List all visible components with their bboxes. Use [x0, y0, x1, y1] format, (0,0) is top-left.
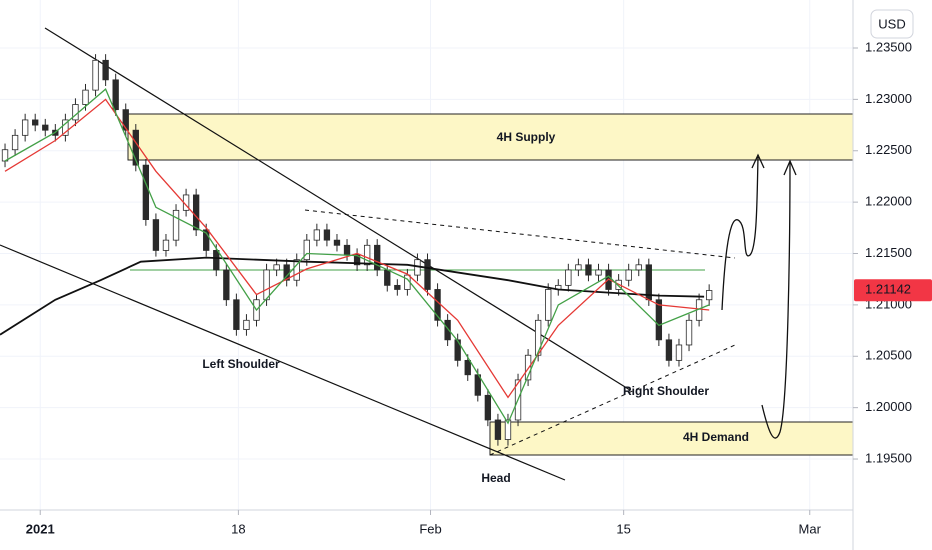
candle-body [42, 124, 49, 131]
candle-body [444, 319, 451, 341]
candle-body [303, 239, 310, 261]
currency-label[interactable]: USD [878, 16, 905, 31]
candle-body [585, 264, 592, 276]
candle-body [333, 239, 341, 246]
dashed-line [304, 209, 736, 259]
candle-body [172, 209, 180, 241]
candle-body [685, 319, 693, 346]
candle-body [142, 164, 150, 220]
trendline [0, 244, 566, 481]
candle-body [424, 259, 431, 290]
candle-body [11, 134, 19, 151]
candle-body [384, 269, 391, 286]
candle-body [534, 319, 542, 356]
candle-body [82, 89, 89, 105]
candle-body [112, 79, 119, 111]
candle-body [203, 229, 210, 251]
candle-body [504, 419, 512, 440]
candle-body [655, 299, 663, 341]
candle-body [484, 394, 492, 421]
candle-body [635, 264, 642, 271]
candle-body [705, 290, 713, 301]
candle-body [72, 104, 79, 121]
candle-body [162, 239, 170, 251]
plot [0, 54, 713, 446]
candle-body [394, 284, 401, 290]
supply-zone [127, 113, 854, 161]
candle-body [575, 264, 582, 271]
moving-average [0, 256, 705, 336]
y-tick-label: 1.23000 [865, 91, 912, 106]
x-tick-label: Feb [419, 521, 441, 536]
y-tick-label: 1.23500 [865, 39, 912, 54]
x-tick-label: 18 [231, 521, 245, 536]
candle-body [102, 59, 109, 81]
moving-average [4, 88, 710, 425]
zone-label: 4H Demand [683, 430, 749, 444]
candle-body [213, 250, 220, 271]
candle-body [273, 264, 280, 271]
candle-body [595, 269, 602, 276]
candle-body [233, 299, 240, 330]
trendline [44, 27, 631, 391]
candle-body [92, 59, 99, 91]
candle-body [263, 269, 270, 301]
candle-body [675, 344, 683, 361]
y-tick-label: 1.22500 [865, 142, 912, 157]
arrow-head [783, 159, 797, 176]
y-tick-label: 1.19500 [865, 450, 912, 465]
y-tick-label: 1.20500 [865, 348, 912, 363]
pattern-label: Head [481, 471, 510, 485]
moving-average [4, 98, 710, 399]
x-tick-label: Mar [799, 521, 822, 536]
y-tick-label: 1.22000 [865, 194, 912, 209]
candle-body [192, 194, 200, 231]
candle-body [454, 339, 461, 361]
pattern-label: Left Shoulder [202, 357, 280, 371]
candle-body [353, 254, 361, 266]
last-price-label: 1.21142 [865, 282, 911, 297]
y-tick-label: 1.21500 [865, 245, 912, 260]
candle-body [293, 259, 300, 281]
candle-body [565, 269, 572, 286]
zone-label: 4H Supply [497, 130, 556, 144]
candle-body [343, 244, 351, 255]
pattern-label: Right Shoulder [623, 384, 709, 398]
projection-arrow [761, 161, 791, 439]
currency-button[interactable] [870, 9, 914, 39]
candle-body [243, 319, 250, 330]
candle-body [464, 359, 471, 376]
candle-body [21, 119, 29, 136]
y-tick-label: 1.20000 [865, 399, 912, 414]
axes: 1.195001.200001.205001.210001.215001.220… [26, 39, 932, 536]
candle-body [665, 339, 673, 361]
projection-arrow [721, 156, 759, 311]
candle-body [625, 269, 632, 281]
candle-body [363, 244, 371, 266]
demand-zone [489, 421, 854, 456]
candle-body [32, 119, 39, 126]
x-tick-label: 15 [616, 521, 630, 536]
x-tick-label: 2021 [26, 521, 55, 536]
candle-body [152, 219, 160, 251]
candle-body [545, 289, 552, 321]
candle-body [494, 419, 502, 440]
candle-body [313, 229, 321, 241]
candle-body [122, 109, 129, 131]
candle-body [374, 244, 381, 271]
candle-body [223, 269, 230, 301]
candle-body [323, 229, 331, 241]
candle-body [62, 119, 69, 136]
arrow-head [751, 153, 765, 169]
candle-body [132, 129, 139, 166]
last-price-box [854, 279, 932, 302]
